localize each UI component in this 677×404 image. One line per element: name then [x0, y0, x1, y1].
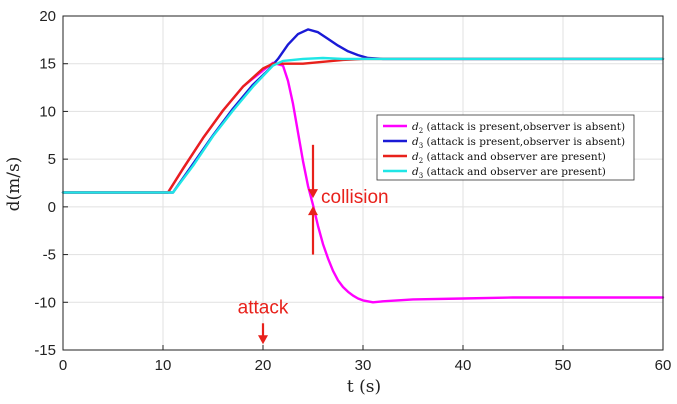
series-lines [61, 28, 665, 304]
x-tick-label: 60 [655, 357, 672, 374]
x-tick-label: 0 [59, 357, 67, 374]
attack-arrow-head [258, 335, 268, 345]
y-tick-label: 5 [48, 151, 56, 168]
x-tick-label: 30 [355, 357, 372, 374]
y-tick-label: -5 [43, 247, 56, 264]
y-tick-label: 15 [39, 56, 56, 73]
legend: d2 (attack is present,observer is absent… [376, 114, 635, 181]
y-axis-label: d(m/s) [4, 157, 24, 212]
legend-box [376, 114, 635, 181]
series-line-4 [61, 56, 665, 194]
x-tick-label: 50 [555, 357, 572, 374]
annotations: collision attack [238, 144, 389, 345]
plot-frame [62, 15, 664, 351]
x-tick-label: 10 [155, 357, 172, 374]
collision-arrow-up-head [308, 206, 318, 216]
legend-label: d2 (attack is present,observer is absent… [412, 121, 625, 135]
legend-label: d2 (attack and observer are present) [412, 151, 606, 165]
x-axis-label: t (s) [347, 377, 381, 397]
legend-label: d3 (attack and observer are present) [412, 166, 606, 180]
y-tick-label: -15 [34, 342, 56, 359]
collision-label: collision [321, 187, 389, 208]
attack-label: attack [238, 298, 289, 319]
y-tick-label: -10 [34, 294, 56, 311]
x-tick-label: 20 [255, 357, 272, 374]
y-tick-label: 10 [39, 103, 56, 120]
x-tick-label: 40 [455, 357, 472, 374]
y-tick-label: 20 [39, 8, 56, 25]
tick-labels: 0 10 20 30 40 50 60 -15 -10 -5 0 5 10 15 20 [34, 8, 671, 374]
collision-arrow-down-head [308, 189, 318, 199]
y-tick-label: 0 [48, 199, 56, 216]
legend-label: d3 (attack is present,observer is absent… [412, 136, 625, 150]
